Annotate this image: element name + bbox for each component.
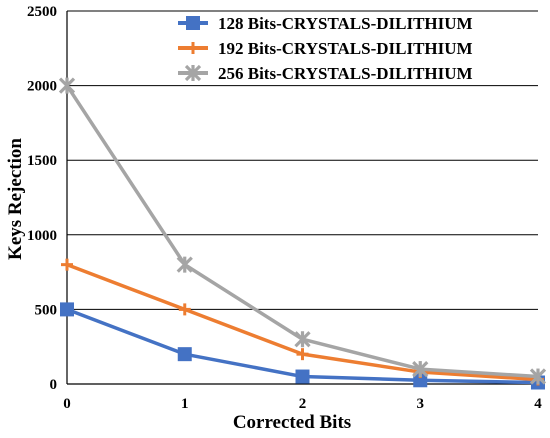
data-point — [178, 303, 191, 316]
y-tick-label: 1500 — [27, 153, 57, 169]
data-point — [58, 77, 76, 94]
legend-label: 128 Bits-CRYSTALS-DILITHIUM — [218, 14, 473, 33]
gridlines — [67, 10, 538, 310]
data-point — [177, 347, 192, 362]
y-tick-label: 500 — [35, 302, 58, 318]
legend-label: 256 Bits-CRYSTALS-DILITHIUM — [218, 64, 473, 83]
x-tick-label: 1 — [181, 396, 189, 412]
y-axis-title: Keys Rejection — [5, 138, 26, 260]
legend-item: 192 Bits-CRYSTALS-DILITHIUM — [178, 39, 473, 58]
legend-marker — [186, 16, 200, 30]
x-tick-labels: 0 1 2 3 4 — [63, 396, 542, 412]
series-2 — [61, 258, 544, 386]
series-line — [66, 263, 539, 382]
x-tick-label: 3 — [417, 396, 425, 412]
y-tick-label: 2000 — [27, 79, 57, 95]
legend-item: 128 Bits-CRYSTALS-DILITHIUM — [178, 14, 473, 33]
legend-item: 256 Bits-CRYSTALS-DILITHIUM — [178, 64, 473, 83]
data-point — [176, 256, 193, 273]
legend-marker — [184, 64, 202, 82]
legend-marker — [187, 42, 199, 54]
x-axis-title: Corrected Bits — [233, 412, 351, 433]
data-point — [296, 348, 309, 361]
x-tick-label: 2 — [299, 396, 307, 412]
data-point — [412, 360, 429, 378]
y-tick-label: 1000 — [27, 228, 57, 244]
data-point — [61, 258, 73, 271]
legend-label: 192 Bits-CRYSTALS-DILITHIUM — [218, 39, 473, 58]
data-point — [295, 369, 310, 384]
x-tick-label: 4 — [534, 396, 542, 412]
y-tick-label: 0 — [50, 377, 58, 393]
y-tick-labels: 0 500 1000 1500 2000 2500 — [27, 4, 57, 393]
axes — [66, 11, 538, 385]
series-1 — [60, 302, 545, 390]
data-point — [294, 331, 311, 348]
data-point — [413, 373, 428, 388]
legend: 128 Bits-CRYSTALS-DILITHIUM 192 Bits-CRYS… — [178, 14, 473, 83]
x-tick-label: 0 — [63, 396, 71, 412]
series-3 — [58, 77, 547, 385]
series-group — [58, 77, 547, 390]
data-point — [60, 302, 74, 317]
data-point — [529, 368, 547, 385]
y-tick-label: 2500 — [27, 4, 57, 20]
